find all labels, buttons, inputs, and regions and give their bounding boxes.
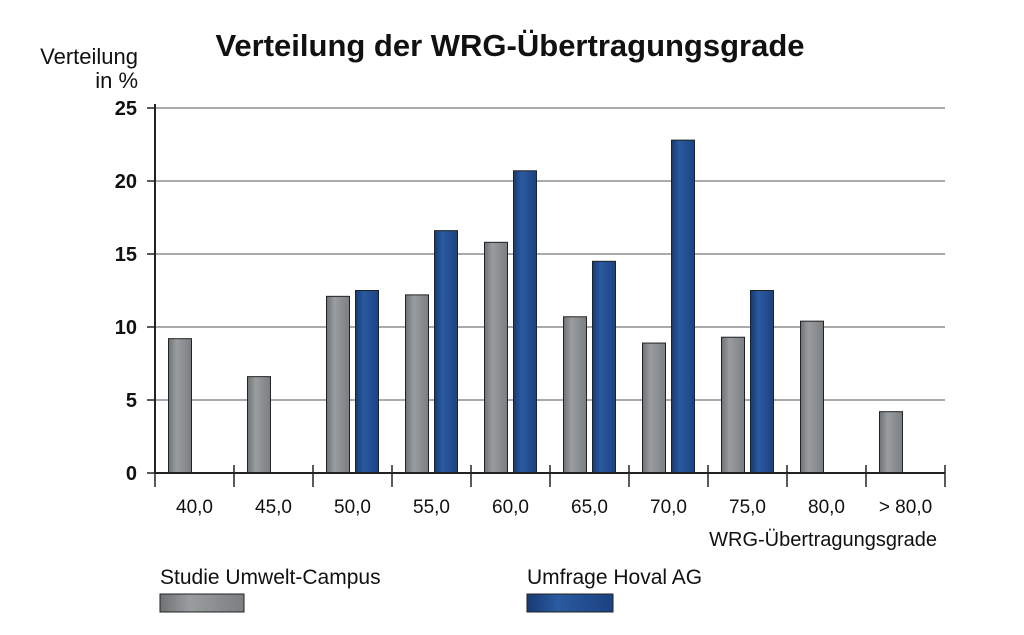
y-axis-ticks: 0 5 10 15 20 25 — [115, 98, 155, 485]
bar-series-2-5 — [592, 260, 616, 474]
y-axis-label-line2: in % — [95, 68, 138, 93]
axes — [154, 104, 945, 474]
bar-series-2-2 — [355, 290, 379, 474]
x-axis-ticks: 40,0 45,0 50,0 55,0 60,0 65,0 70,0 75,0 80,0 > 80… — [154, 465, 946, 518]
y-tick-label: 15 — [115, 244, 137, 266]
legend: Studie Umwelt-Campus Umfrage Hoval AG — [159, 566, 702, 613]
x-tick-label: 40,0 — [176, 497, 213, 518]
bar-series-1-2 — [326, 295, 350, 474]
y-tick-label: 0 — [126, 463, 137, 485]
bar-series-2-3 — [434, 230, 458, 474]
bar-series-1-6 — [642, 342, 666, 474]
x-tick-label: > 80,0 — [879, 497, 932, 518]
bars — [168, 139, 903, 474]
y-tick-label: 10 — [115, 317, 137, 339]
bar-series-1-3 — [405, 294, 429, 474]
y-axis-label-line1: Verteilung — [40, 44, 138, 69]
x-tick-label: 45,0 — [255, 497, 292, 518]
x-tick-label: 50,0 — [334, 497, 371, 518]
x-axis-label: WRG-Übertragungsgrade — [709, 529, 937, 551]
x-tick-label: 80,0 — [808, 497, 845, 518]
y-tick-label: 20 — [115, 171, 137, 193]
legend-label-series-2: Umfrage Hoval AG — [527, 566, 702, 589]
x-tick-label: 65,0 — [571, 497, 608, 518]
y-tick-label: 5 — [126, 390, 137, 412]
gridlines — [155, 107, 945, 401]
bar-series-1-7 — [721, 336, 745, 474]
bar-series-1-0 — [168, 338, 192, 474]
legend-swatch-series-2 — [526, 593, 614, 613]
x-tick-label: 55,0 — [413, 497, 450, 518]
legend-swatch-series-1 — [159, 593, 245, 613]
bar-series-2-7 — [750, 290, 774, 474]
bar-series-1-4 — [484, 241, 508, 474]
x-tick-label: 75,0 — [729, 497, 766, 518]
y-tick-label: 25 — [115, 98, 137, 120]
chart-title: Verteilung der WRG-Übertragungsgrade — [215, 28, 804, 63]
bar-series-2-6 — [671, 139, 695, 474]
bar-series-1-5 — [563, 316, 587, 474]
bar-series-1-1 — [247, 376, 271, 474]
bar-series-1-9 — [879, 411, 903, 474]
x-tick-label: 60,0 — [492, 497, 529, 518]
bar-series-1-8 — [800, 320, 824, 474]
bar-series-2-4 — [513, 170, 537, 474]
x-tick-label: 70,0 — [650, 497, 687, 518]
legend-label-series-1: Studie Umwelt-Campus — [160, 566, 381, 589]
